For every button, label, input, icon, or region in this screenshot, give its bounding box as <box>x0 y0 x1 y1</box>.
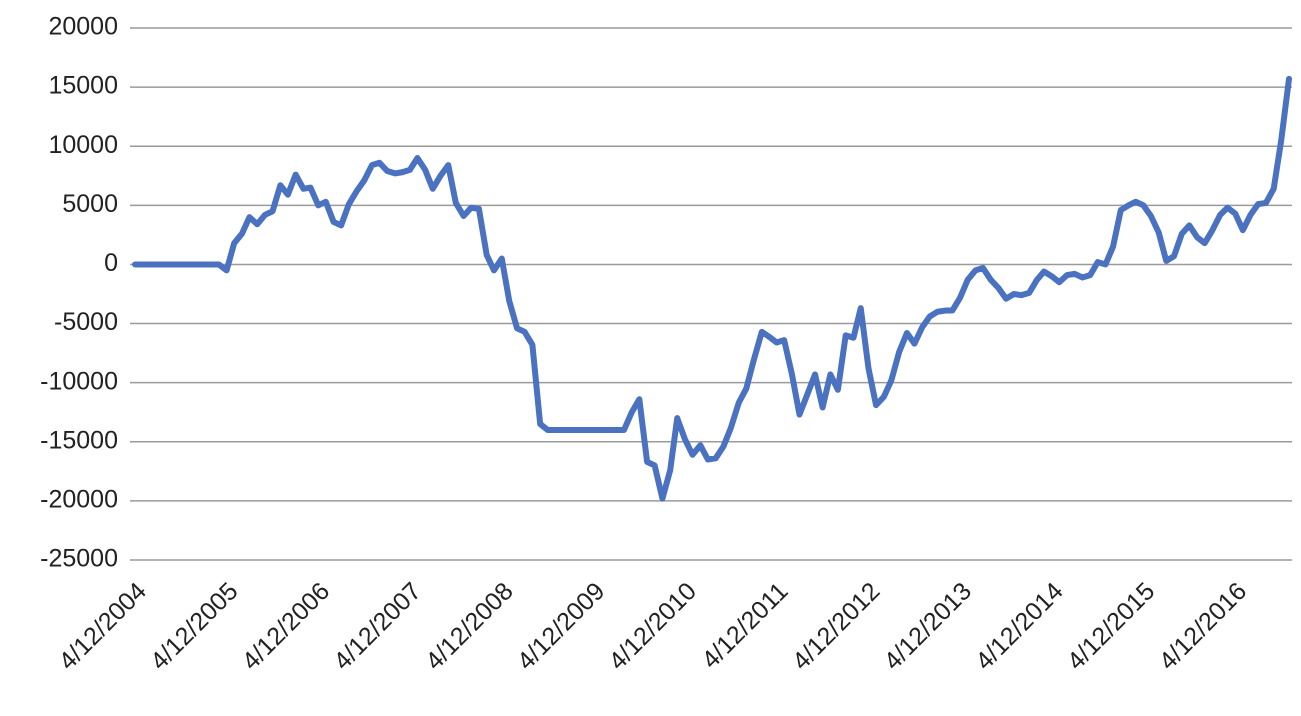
y-tick-label: 20000 <box>48 13 118 41</box>
y-tick-label: -20000 <box>40 485 118 513</box>
x-tick-label: 4/12/2012 <box>787 577 885 675</box>
x-tick-label: 4/12/2008 <box>420 577 518 675</box>
y-tick-label: -15000 <box>40 426 118 454</box>
x-tick-label: 4/12/2007 <box>328 577 426 675</box>
x-tick-label: 4/12/2015 <box>1062 577 1160 675</box>
y-tick-label: -25000 <box>40 545 118 573</box>
x-tick-label: 4/12/2011 <box>696 577 793 674</box>
x-tick-label: 4/12/2014 <box>970 577 1069 676</box>
x-tick-label: 4/12/2013 <box>879 577 977 675</box>
y-tick-label: 10000 <box>48 131 118 159</box>
y-tick-label: -10000 <box>40 367 118 395</box>
y-tick-label: 0 <box>104 249 118 277</box>
x-tick-label: 4/12/2004 <box>53 577 152 676</box>
x-tick-label: 4/12/2016 <box>1154 577 1252 675</box>
data-line <box>132 75 1292 502</box>
x-tick-label: 4/12/2005 <box>145 577 243 675</box>
x-tick-label: 4/12/2010 <box>603 577 701 675</box>
y-tick-label: 15000 <box>48 72 118 100</box>
y-tick-label: 5000 <box>62 190 118 218</box>
x-tick-label: 4/12/2009 <box>512 577 610 675</box>
y-tick-label: -5000 <box>54 308 118 336</box>
x-tick-label: 4/12/2006 <box>237 577 335 675</box>
